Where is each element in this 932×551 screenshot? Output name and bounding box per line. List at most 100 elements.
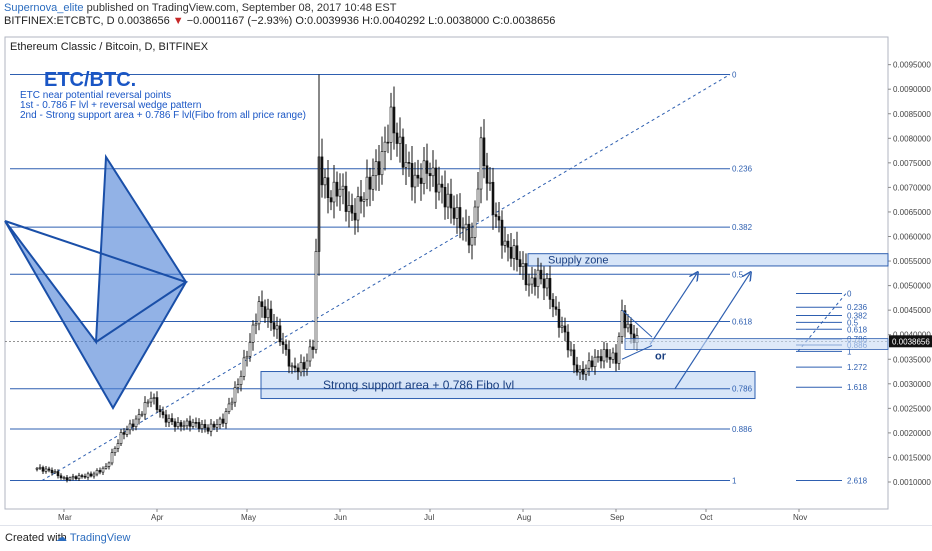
candle-body [302, 362, 306, 370]
candle-body [206, 427, 210, 432]
candle-body [503, 240, 507, 246]
candle-body [428, 173, 432, 177]
fib-main-label: 0.5 [732, 270, 744, 279]
candle-body [569, 349, 573, 352]
candle-body [461, 227, 465, 230]
candle-body [548, 277, 552, 300]
candle-body [293, 365, 297, 369]
candle-body [212, 423, 216, 428]
candle-body [281, 341, 285, 345]
candle-body [41, 467, 45, 472]
price-tick-label: 0.0065000 [893, 208, 931, 217]
candle-body [623, 310, 627, 329]
time-axis[interactable]: Mar Apr May Jun Jul Aug Sep Oct Nov [58, 509, 807, 522]
candle-body [149, 397, 153, 403]
candle-body [581, 368, 585, 375]
candle-body [272, 322, 276, 330]
chart-title: Ethereum Classic / Bitcoin, D, BITFINEX [10, 41, 209, 53]
candle-body [404, 162, 408, 168]
candle-body [617, 336, 621, 364]
candle-body [248, 342, 252, 357]
fib-small-label: 0 [847, 289, 852, 298]
candle-body [83, 475, 87, 478]
price-tick-label: 0.0060000 [893, 233, 931, 242]
fib-small-label: 1.272 [847, 363, 868, 372]
candle-body [134, 418, 138, 428]
candle-body [260, 301, 264, 307]
fib-small-label: 1 [847, 347, 852, 356]
candle-body [626, 323, 630, 329]
candle-body [383, 141, 387, 152]
fib-main-label: 0 [732, 70, 737, 79]
candle-body [74, 476, 78, 480]
price-axis[interactable]: 0.0095000 0.0090000 0.0085000 0.0080000 0.00… [5, 37, 932, 509]
price-tick-label: 0.0030000 [893, 380, 931, 389]
author-link[interactable]: Supernova_elite [4, 2, 84, 14]
candle-body [401, 136, 405, 168]
candle-body [557, 309, 561, 328]
candle-body [425, 160, 429, 174]
candle-body [167, 418, 171, 423]
support-zone-box[interactable] [260, 371, 756, 400]
fib-small-label: 0.382 [847, 312, 868, 321]
fib-main-label: 0.236 [732, 165, 753, 174]
candle-body [491, 181, 495, 215]
candle-body [107, 462, 111, 467]
candle-body [395, 132, 399, 144]
candle-body [278, 325, 282, 343]
candle-body [365, 176, 369, 200]
candle-body [512, 245, 516, 259]
candle-body [332, 181, 336, 203]
fib-main-label: 1 [732, 477, 737, 486]
candle-body [179, 422, 183, 427]
candle-body [614, 352, 618, 364]
candle-series [35, 74, 639, 483]
fib-main-label: 0.382 [732, 223, 753, 232]
candle-body [251, 324, 255, 343]
candle-body [368, 176, 372, 190]
candle-body [506, 240, 510, 248]
candle-body [611, 352, 615, 360]
arrow-up-first [649, 273, 697, 345]
supply-zone-box[interactable] [527, 253, 889, 267]
candle-body [458, 207, 462, 229]
candle-body [296, 367, 300, 373]
candle-body [386, 141, 390, 144]
tradingview-logo[interactable]: ☁ TradingView [56, 531, 130, 544]
price-tick-label: 0.0070000 [893, 183, 931, 192]
fib-small-label: 0.5 [847, 318, 859, 327]
candle-body [38, 467, 42, 469]
candle-body [353, 212, 357, 221]
candle-body [584, 367, 588, 375]
candle-body [377, 161, 381, 176]
candle-body [131, 423, 135, 428]
candle-body [494, 214, 498, 217]
time-tick-label: Sep [610, 513, 625, 522]
candle-body [335, 181, 339, 197]
candle-body [59, 475, 63, 479]
candle-body [101, 467, 105, 473]
candle-body [437, 183, 441, 193]
logo-text: TradingView [69, 532, 131, 544]
candle-body [173, 421, 177, 427]
price-chart[interactable]: Ethereum Classic / Bitcoin, D, BITFINEX … [0, 0, 932, 525]
price-tick-label: 0.0050000 [893, 282, 931, 291]
candle-body [158, 409, 162, 413]
candle-body [362, 198, 366, 202]
annotation-title: ETC/BTC. [44, 69, 136, 91]
candle-body [518, 259, 522, 267]
candle-body [290, 365, 294, 368]
price-tick-label: 0.0035000 [893, 355, 931, 364]
created-with-text: Created with [5, 532, 67, 544]
candle-body [440, 183, 444, 188]
candle-body [389, 106, 393, 143]
candle-body [287, 349, 291, 367]
candle-body [122, 432, 126, 435]
candle-body [350, 205, 354, 214]
candle-body [482, 137, 486, 167]
candle-body [629, 323, 633, 335]
candle-body [590, 360, 594, 367]
candle-body [356, 196, 360, 221]
candle-body [605, 349, 609, 358]
candle-body [56, 471, 60, 477]
